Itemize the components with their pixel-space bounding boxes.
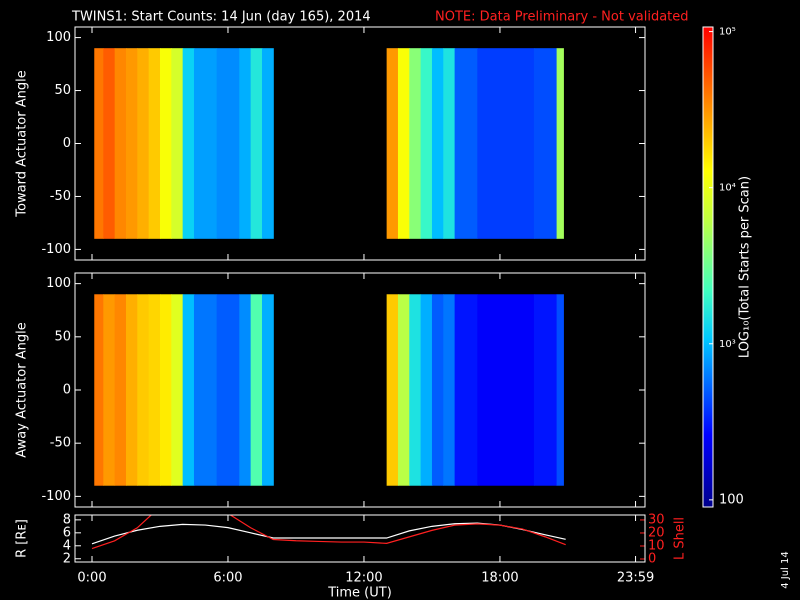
spectrogram-cell [533, 294, 558, 486]
y-label: Toward Actuator Angle [15, 70, 30, 217]
spectrogram-cell [386, 294, 399, 486]
x-tick-label: 0:00 [77, 571, 106, 586]
x-tick-label: 18:00 [481, 571, 518, 586]
y-tick-label: 100 [46, 30, 71, 45]
spectrogram-cell [159, 294, 172, 486]
spectrogram-cell [477, 294, 535, 486]
spectrogram-cell [454, 294, 478, 486]
spectrogram-cell [443, 294, 456, 486]
spectrogram-cell [216, 294, 240, 486]
spectrogram-cell [409, 294, 422, 486]
spectrogram-cell [216, 48, 240, 239]
colorbar-tick-label: 10⁵ [719, 27, 736, 38]
spectrogram-cell [182, 294, 195, 486]
spectrogram-cell [397, 294, 410, 486]
colorbar-tick-label: 10³ [719, 339, 736, 350]
spectrogram-cell [409, 48, 422, 239]
spectrogram-cell [171, 294, 184, 486]
y-tick-label: 100 [46, 276, 71, 291]
spectrogram-cell [454, 48, 478, 239]
plot-area [91, 515, 566, 550]
spectrogram-cell [171, 48, 184, 239]
y-tick-label: 8 [63, 512, 71, 527]
spectrogram-cell [420, 48, 433, 239]
colorbar-tick-label: 100 [719, 492, 744, 507]
y-tick-label: 0 [63, 383, 71, 398]
note: NOTE: Data Preliminary - Not validated [435, 10, 689, 25]
spectrogram-cell [148, 294, 161, 486]
date-stamp: 4 Jul 14 [780, 551, 791, 589]
y2-tick-label: 20 [648, 525, 665, 540]
y-tick-label: -100 [41, 242, 71, 257]
spectrogram-cell [431, 294, 444, 486]
spectrogram-cell [443, 48, 456, 239]
plot-area [94, 48, 564, 239]
y-tick-label: 0 [63, 136, 71, 151]
y-tick-label: 50 [54, 329, 71, 344]
y-tick-label: 4 [63, 538, 71, 553]
x-label: Time (UT) [327, 586, 392, 600]
spectrogram-cell [533, 48, 558, 239]
y-tick-label: 2 [63, 551, 71, 566]
spectrogram-cell [137, 294, 150, 486]
series-line [91, 515, 566, 550]
axes-frame [74, 514, 646, 563]
y-tick-label: -50 [50, 436, 71, 451]
colorbar-label: LOG₁₀(Total Starts per Scan) [738, 176, 753, 358]
y2-label: L Shell [673, 517, 688, 560]
y2-tick-label: 30 [648, 512, 665, 527]
y-tick-label: -50 [50, 189, 71, 204]
x-tick-label: 23:59 [617, 571, 654, 586]
spectrogram-cell [431, 48, 444, 239]
spectrogram-cell [250, 294, 263, 486]
x-tick-label: 12:00 [345, 571, 382, 586]
spectrogram-cell [250, 48, 263, 239]
y-label: Away Actuator Angle [15, 322, 30, 457]
y-tick-label: 50 [54, 83, 71, 98]
spectrogram-cell [239, 48, 252, 239]
x-tick-label: 6:00 [213, 571, 242, 586]
y-tick-label: 6 [63, 525, 71, 540]
spectrogram-cell [556, 48, 564, 239]
y-tick-label: -100 [41, 489, 71, 504]
spectrogram-cell [477, 48, 535, 239]
spectrogram-cell [125, 294, 138, 486]
spectrogram-cell [125, 48, 138, 239]
spectrogram-cell [261, 48, 274, 239]
y2-tick-label: 10 [648, 538, 665, 553]
spectrogram-cell [137, 48, 150, 239]
title: TWINS1: Start Counts: 14 Jun (day 165), … [71, 10, 371, 25]
spectrogram-cell [94, 48, 104, 239]
spectrogram-cell [239, 294, 252, 486]
plot-area [94, 294, 564, 486]
spectrogram-cell [397, 48, 410, 239]
spectrogram-cell [114, 48, 127, 239]
spectrogram-cell [94, 294, 104, 486]
spectrogram-cell [182, 48, 195, 239]
spectrogram-cell [386, 48, 399, 239]
colorbar [702, 26, 714, 508]
spectrogram-cell [261, 294, 274, 486]
y-label: R [Rᴇ] [15, 519, 30, 558]
spectrogram-cell [556, 294, 564, 486]
spectrogram-cell [159, 48, 172, 239]
spectrogram-cell [103, 294, 116, 486]
colorbar-tick-label: 10⁴ [719, 183, 736, 194]
y2-tick-label: 0 [648, 552, 656, 567]
spectrogram-cell [148, 48, 161, 239]
spectrogram-cell [103, 48, 116, 239]
spectrogram-cell [193, 294, 218, 486]
spectrogram-cell [420, 294, 433, 486]
series-line [91, 522, 566, 545]
spectrogram-cell [114, 294, 127, 486]
spectrogram-cell [193, 48, 218, 239]
